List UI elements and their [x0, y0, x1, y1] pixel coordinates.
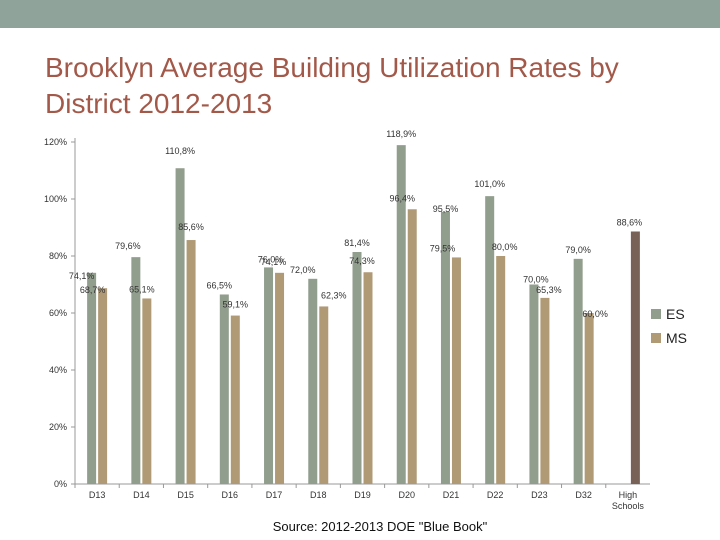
bar-ms [451, 257, 461, 484]
data-label: 68,7% [80, 285, 106, 295]
x-tick-label: D18 [310, 490, 327, 500]
slide-title: Brooklyn Average Building Utilization Ra… [45, 52, 619, 119]
y-tick-label: 100% [44, 194, 67, 204]
x-tick-label: D13 [89, 490, 106, 500]
x-tick-label: D21 [443, 490, 460, 500]
bar-ms [142, 298, 152, 484]
bar-ms [496, 256, 506, 484]
data-label: 74,1% [69, 271, 95, 281]
bar-es [573, 258, 583, 484]
y-tick-label: 40% [49, 365, 67, 375]
bar-ms [275, 272, 285, 484]
x-tick-label: D22 [487, 490, 504, 500]
x-tick-label: D17 [266, 490, 283, 500]
data-label: 70,0% [523, 275, 549, 285]
data-label: 65,1% [129, 284, 155, 294]
bar-high-schools [630, 231, 640, 484]
legend-swatch-es [651, 309, 661, 319]
y-tick-label: 20% [49, 422, 67, 432]
data-label: 101,0% [474, 179, 505, 189]
x-tick-label: D16 [222, 490, 239, 500]
y-tick-label: 60% [49, 308, 67, 318]
data-label: 110,8% [165, 146, 195, 156]
chart-legend: ES MS [651, 302, 687, 350]
bar-ms [230, 315, 240, 484]
y-tick-label: 0% [54, 479, 67, 489]
bar-ms [186, 240, 196, 484]
data-label: 96,4% [389, 193, 415, 203]
bar-es [131, 257, 141, 484]
data-label: 62,3% [321, 290, 347, 300]
bar-es [175, 168, 185, 484]
legend-swatch-ms [651, 333, 661, 343]
x-tick-label: D19 [354, 490, 371, 500]
bar-es [352, 252, 362, 484]
bar-ms [363, 272, 373, 484]
data-label: 74,3% [349, 256, 375, 266]
data-label: 79,0% [565, 245, 591, 255]
x-tick-label: High Schools [612, 490, 645, 511]
data-label: 66,5% [207, 280, 233, 290]
data-label: 95,5% [433, 204, 459, 214]
x-tick-label: D20 [398, 490, 415, 500]
data-label: 88,6% [617, 217, 643, 227]
data-label: 79,6% [115, 241, 141, 251]
x-tick-label: D15 [177, 490, 194, 500]
bar-es [87, 272, 97, 484]
bar-ms [540, 297, 550, 484]
data-label: 81,4% [344, 238, 370, 248]
bar-es [440, 211, 450, 484]
legend-label-ms: MS [666, 330, 687, 346]
data-label: 65,3% [536, 285, 562, 295]
bar-es [529, 284, 539, 484]
data-label: 59,1% [223, 300, 249, 310]
legend-item-es: ES [651, 302, 687, 326]
data-label: 60,0% [582, 309, 608, 319]
y-tick-label: 80% [49, 251, 67, 261]
data-label: 76,0% [258, 254, 284, 264]
bar-ms [407, 209, 417, 484]
data-label: 72,0% [290, 265, 316, 275]
x-tick-label: D14 [133, 490, 150, 500]
data-label: 79,5% [430, 243, 456, 253]
legend-label-es: ES [666, 306, 685, 322]
data-label: 85,6% [178, 222, 204, 232]
bar-ms [98, 288, 108, 484]
bar-ms [319, 306, 329, 484]
bar-es [219, 294, 229, 484]
top-banner [0, 0, 720, 28]
bar-ms [584, 313, 594, 484]
bar-es [308, 278, 318, 484]
bar-es [485, 196, 495, 484]
y-tick-label: 120% [44, 137, 67, 147]
source-note: Source: 2012-2013 DOE "Blue Book" [272, 519, 488, 534]
x-tick-label: D23 [531, 490, 548, 500]
bar-es [396, 145, 406, 484]
data-label: 80,0% [492, 242, 518, 252]
data-label: 74,1% [261, 257, 287, 267]
legend-item-ms: MS [651, 326, 687, 350]
bar-es [264, 267, 274, 484]
data-label: 118,9% [386, 129, 416, 139]
x-tick-label: D32 [575, 490, 592, 500]
